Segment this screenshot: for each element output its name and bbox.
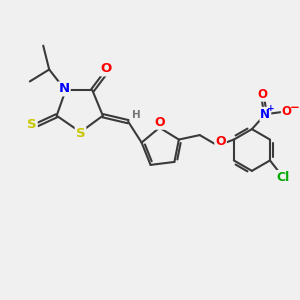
Text: O: O bbox=[215, 135, 226, 148]
Text: +: + bbox=[267, 104, 274, 113]
Text: O: O bbox=[257, 88, 267, 101]
Text: N: N bbox=[260, 108, 270, 121]
Text: H: H bbox=[132, 110, 141, 120]
Text: O: O bbox=[282, 105, 292, 118]
Text: Cl: Cl bbox=[277, 171, 290, 184]
Text: −: − bbox=[290, 101, 300, 114]
Text: O: O bbox=[155, 116, 165, 129]
Text: N: N bbox=[58, 82, 70, 95]
Text: S: S bbox=[27, 118, 37, 131]
Text: S: S bbox=[76, 127, 85, 140]
Text: O: O bbox=[101, 62, 112, 75]
